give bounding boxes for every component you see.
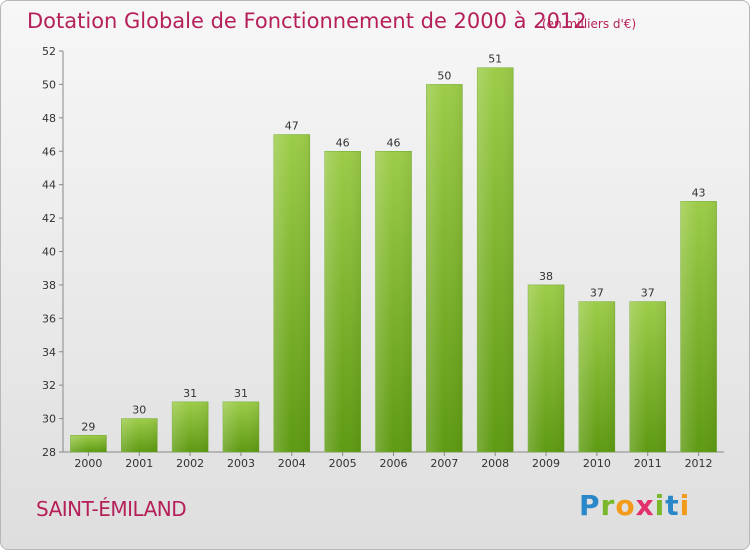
y-tick-label: 30 [42, 413, 56, 426]
y-tick-label: 36 [42, 312, 56, 325]
y-tick-label: 50 [42, 78, 56, 91]
chart-unit: (en milliers d'€) [542, 17, 637, 31]
y-tick-label: 32 [42, 379, 56, 392]
value-label: 43 [692, 186, 706, 199]
chart-title: Dotation Globale de Fonctionnement de 20… [27, 9, 587, 33]
bar-shine [578, 301, 615, 452]
y-tick-label: 52 [42, 45, 56, 58]
y-tick-label: 48 [42, 112, 56, 125]
x-tick-label: 2012 [685, 457, 713, 470]
y-tick-label: 40 [42, 246, 56, 259]
y-tick-label: 34 [42, 346, 56, 359]
bars-group [70, 67, 717, 453]
bar-shine [172, 401, 209, 452]
y-tick-label: 46 [42, 145, 56, 158]
value-label: 30 [132, 404, 146, 417]
x-tick-label: 2008 [481, 457, 509, 470]
bar-shine [121, 418, 158, 452]
value-label: 46 [336, 136, 350, 149]
bar-shine [273, 134, 310, 452]
y-tick-label: 38 [42, 279, 56, 292]
value-label: 29 [81, 420, 95, 433]
value-label: 37 [590, 287, 604, 300]
value-label: 38 [539, 270, 553, 283]
value-label: 46 [387, 136, 401, 149]
value-label: 50 [437, 69, 451, 82]
bar-shine [680, 201, 717, 452]
x-tick-label: 2009 [532, 457, 560, 470]
value-label: 31 [183, 387, 197, 400]
bar-shine [70, 435, 107, 452]
x-tick-label: 2001 [125, 457, 153, 470]
proxiti-logo: Proxiti [579, 489, 691, 522]
bar-shine [375, 151, 412, 452]
x-tick-label: 2002 [176, 457, 204, 470]
y-tick-label: 42 [42, 212, 56, 225]
x-tick-label: 2005 [329, 457, 357, 470]
bar-shine [324, 151, 361, 452]
bar-shine [477, 67, 514, 452]
x-tick-label: 2007 [430, 457, 458, 470]
value-label: 37 [641, 287, 655, 300]
x-tick-label: 2003 [227, 457, 255, 470]
value-label: 51 [488, 53, 502, 66]
value-label: 31 [234, 387, 248, 400]
value-label: 47 [285, 120, 299, 133]
bar-shine [528, 284, 565, 452]
x-tick-label: 2011 [634, 457, 662, 470]
labels-group: 29 2000 30 2001 31 2002 31 2003 47 2004 46 2005 46 20… [74, 53, 712, 470]
bar-shine [426, 84, 463, 453]
x-tick-label: 2004 [278, 457, 306, 470]
x-tick-label: 2006 [380, 457, 408, 470]
commune-name: SAINT-ÉMILAND [36, 497, 187, 521]
x-tick-label: 2000 [74, 457, 102, 470]
bar-shine [222, 401, 259, 452]
y-tick-label: 28 [42, 446, 56, 459]
bar-shine [629, 301, 666, 452]
y-tick-label: 44 [42, 179, 56, 192]
axes-group: 28 30 32 34 36 38 40 42 44 46 48 50 52 [42, 45, 724, 459]
x-tick-label: 2010 [583, 457, 611, 470]
